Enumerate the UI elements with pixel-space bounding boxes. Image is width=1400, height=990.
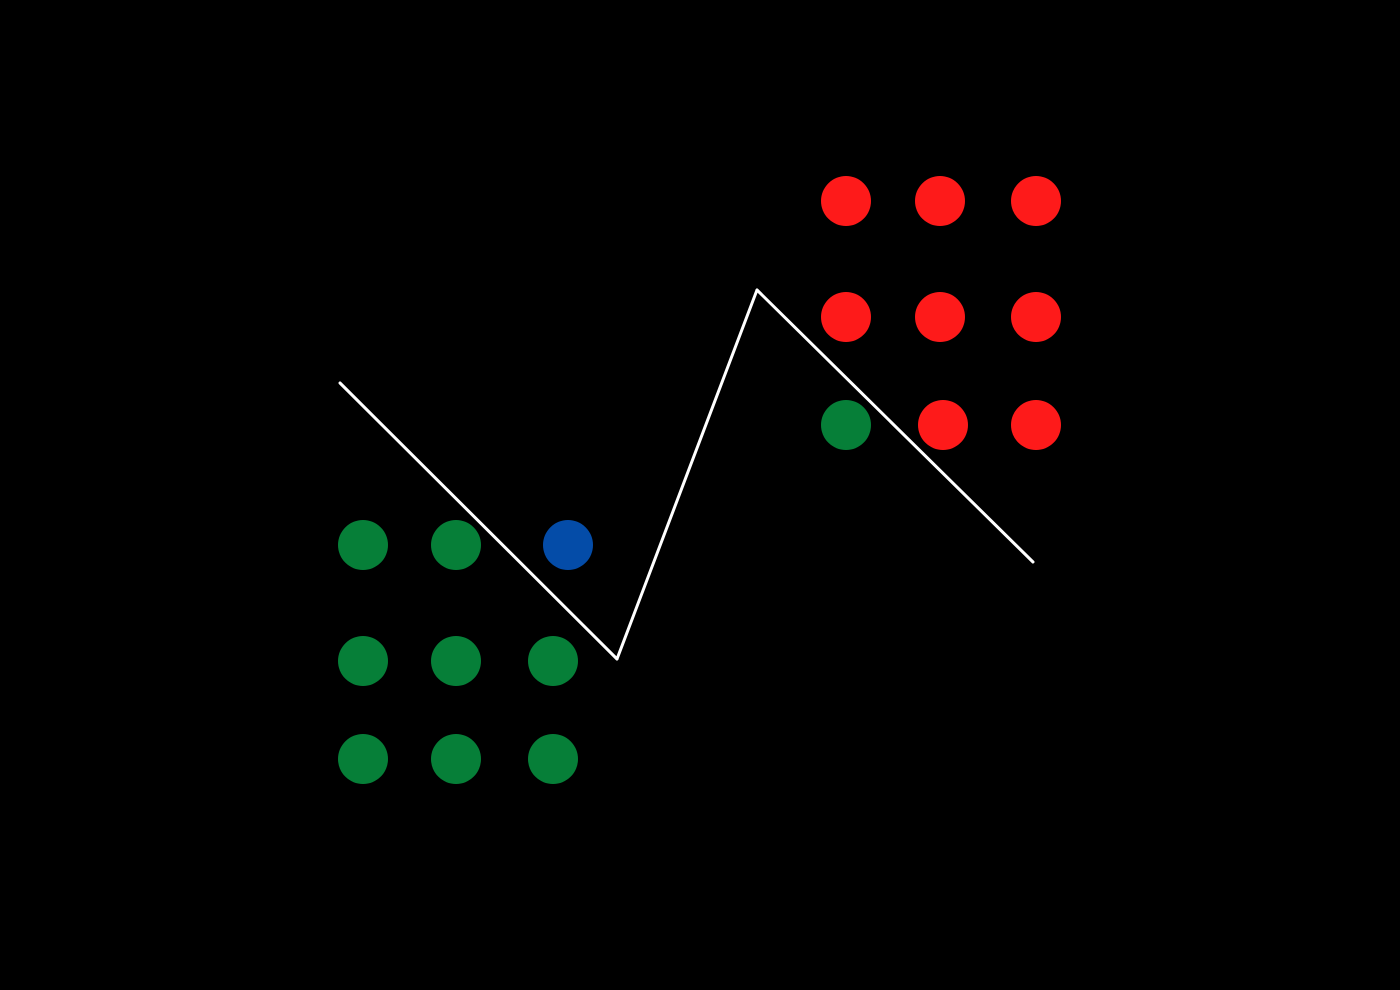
- polyline-layer: [338, 288, 1035, 661]
- red-dot: [821, 176, 871, 226]
- blue-dot: [543, 520, 593, 570]
- green-dot: [821, 400, 871, 450]
- polyline-segment: [755, 288, 1035, 564]
- red-dot: [915, 176, 965, 226]
- green-dot: [431, 734, 481, 784]
- red-dot: [915, 292, 965, 342]
- red-dot: [1011, 176, 1061, 226]
- red-dot: [821, 292, 871, 342]
- green-dot: [338, 734, 388, 784]
- red-dot: [1011, 292, 1061, 342]
- green-dot: [528, 734, 578, 784]
- red-cluster: [821, 176, 1061, 450]
- green-dot: [431, 520, 481, 570]
- polyline-segment: [338, 381, 619, 661]
- green-dot: [528, 636, 578, 686]
- red-dot: [918, 400, 968, 450]
- green-dot: [338, 636, 388, 686]
- green-dot: [431, 636, 481, 686]
- polyline-segment: [615, 288, 759, 661]
- green-cluster: [338, 520, 593, 784]
- green-dot: [338, 520, 388, 570]
- red-dot: [1011, 400, 1061, 450]
